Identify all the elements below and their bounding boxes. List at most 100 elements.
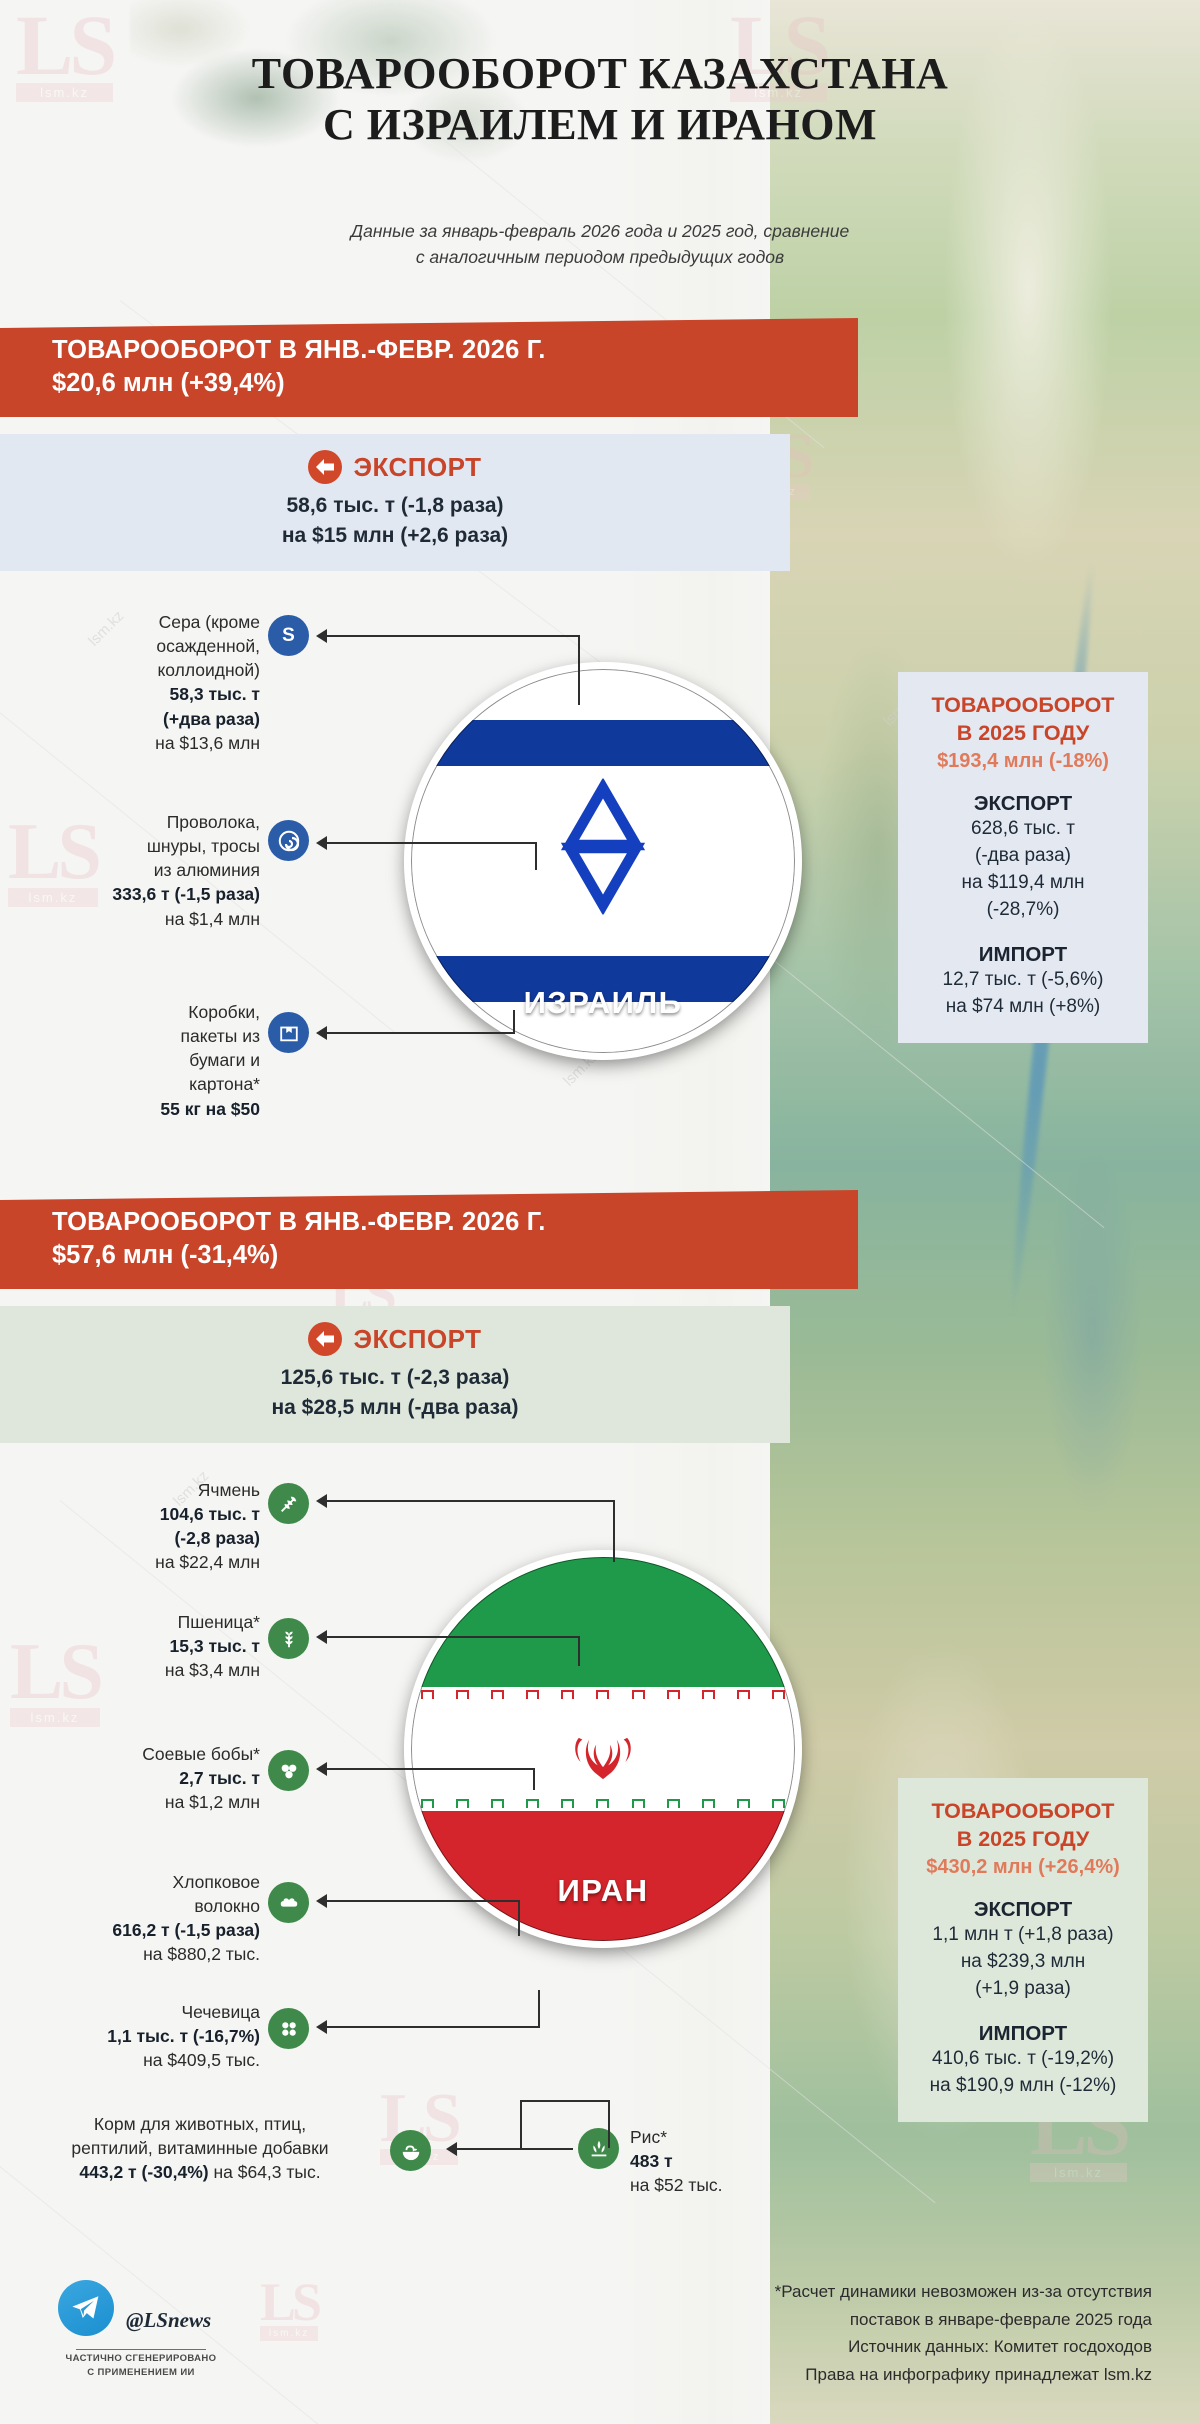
paper-box-icon xyxy=(268,1012,309,1053)
telegram-handle[interactable]: @LSnews xyxy=(126,2308,212,2332)
feed-values: 443,2 т (-30,4%) на $64,3 тыс. xyxy=(79,2162,321,2183)
panel-export-label: ЭКСПОРТ xyxy=(973,1897,1073,1921)
animal-feed-icon xyxy=(390,2130,431,2171)
iran-export-header: ЭКСПОРТ xyxy=(0,1322,790,1356)
panel-head-2: В 2025 ГОДУ xyxy=(956,720,1090,745)
connector-line xyxy=(325,1768,535,1770)
israel-2025-panel: ТОВАРООБОРОТ В 2025 ГОДУ $193,4 млн (-18… xyxy=(898,672,1148,1043)
iran-banner-line-2: $57,6 млн (-31,4%) xyxy=(52,1240,279,1269)
iran-item-lentils: Чечевица 1,1 тыс. т (-16,7%) на $409,5 т… xyxy=(107,2002,260,2071)
subtitle-line-2: с аналогичным периодом предыдущих годов xyxy=(415,247,785,268)
iran-item-rice: Рис* 483 т на $52 тыс. xyxy=(630,2127,723,2196)
lentil-icon xyxy=(268,2008,309,2049)
panel-head-1: ТОВАРООБОРОТ xyxy=(931,693,1115,717)
divider xyxy=(76,2349,206,2350)
israel-export-label: ЭКСПОРТ xyxy=(353,451,482,482)
connector-line xyxy=(325,1500,615,1502)
panel-import-label: ИМПОРТ xyxy=(978,2021,1068,2045)
iran-flag-ring xyxy=(404,1550,802,1948)
israel-export-line-2: на $15 млн (+2,6 раза) xyxy=(281,523,509,547)
connector-line xyxy=(578,1636,580,1666)
israel-export-header: ЭКСПОРТ xyxy=(0,450,790,484)
israel-flag-label: ИЗРАИЛЬ xyxy=(523,985,683,1020)
connector-line xyxy=(520,2100,610,2102)
telegram-icon[interactable] xyxy=(58,2280,114,2336)
soybean-icon xyxy=(268,1750,309,1791)
title-line-2: С ИЗРАИЛЕМ И ИРАНОМ xyxy=(322,100,878,150)
iran-export-block: ЭКСПОРТ 125,6 тыс. т (-2,3 раза) на $28,… xyxy=(0,1306,790,1443)
israel-turnover-banner: ТОВАРООБОРОТ В ЯНВ.-ФЕВР. 2026 Г. $20,6 … xyxy=(0,318,858,418)
iran-item-cotton: Хлопковое волокно 616,2 т (-1,5 раза) на… xyxy=(112,1872,260,1965)
connector-line xyxy=(513,1010,515,1034)
footnote-2: поставок в январе-феврале 2025 года xyxy=(849,2309,1152,2329)
connector-arrow xyxy=(316,1894,327,1908)
page-title: ТОВАРООБОРОТ КАЗАХСТАНА С ИЗРАИЛЕМ И ИРА… xyxy=(0,48,1200,151)
barley-icon xyxy=(268,1483,309,1524)
cotton-icon xyxy=(268,1882,309,1923)
wheat-icon xyxy=(268,1618,309,1659)
israel-item-sulfur: Сера (кроме осажденной, коллоидной) 58,3… xyxy=(155,612,260,753)
iran-export-line-2: на $28,5 млн (-два раза) xyxy=(271,1395,519,1419)
sulfur-icon: S xyxy=(268,615,309,656)
iran-2025-panel: ТОВАРООБОРОТ В 2025 ГОДУ $430,2 млн (+26… xyxy=(898,1778,1148,2122)
iran-export-label: ЭКСПОРТ xyxy=(353,1323,482,1354)
connector-arrow xyxy=(446,2142,457,2156)
connector-arrow xyxy=(316,1762,327,1776)
connector-arrow xyxy=(316,836,327,850)
connector-arrow xyxy=(316,1026,327,1040)
panel-head-value: $430,2 млн (+26,4%) xyxy=(926,1855,1120,1878)
connector-line xyxy=(535,842,537,870)
israel-banner-line-2: $20,6 млн (+39,4%) xyxy=(52,368,285,397)
connector-arrow xyxy=(316,1494,327,1508)
connector-line xyxy=(533,1768,535,1790)
footnote-3: Источник данных: Комитет госдоходов xyxy=(848,2337,1152,2357)
israel-export-line-1: 58,6 тыс. т (-1,8 раза) xyxy=(286,494,504,517)
panel-head-value: $193,4 млн (-18%) xyxy=(937,749,1109,772)
iran-banner-line-1: ТОВАРООБОРОТ В ЯНВ.-ФЕВР. 2026 Г. xyxy=(52,1208,546,1236)
title-line-1: ТОВАРООБОРОТ КАЗАХСТАНА xyxy=(251,49,949,98)
connector-line xyxy=(325,1900,520,1902)
connector-line xyxy=(520,2100,522,2148)
connector-line xyxy=(325,2026,540,2028)
israel-export-block: ЭКСПОРТ 58,6 тыс. т (-1,8 раза) на $15 м… xyxy=(0,434,790,571)
connector-arrow xyxy=(316,1630,327,1644)
footnote-1: *Расчет динамики невозможен из-за отсутс… xyxy=(774,2282,1152,2301)
iran-item-animal-feed: Корм для животных, птиц, рептилий, витам… xyxy=(20,2112,380,2184)
watermark-logo: LS lsm.kz xyxy=(260,2272,322,2342)
connector-line xyxy=(578,635,580,705)
iran-item-barley: Ячмень 104,6 тыс. т (-2,8 раза) на $22,4… xyxy=(155,1480,260,1573)
rice-icon xyxy=(578,2128,619,2169)
page-subtitle: Данные за январь-февраль 2026 года и 202… xyxy=(0,218,1200,271)
connector-arrow xyxy=(316,629,327,643)
connector-line xyxy=(455,2148,573,2150)
connector-line xyxy=(613,1500,615,1562)
iran-item-wheat: Пшеница* 15,3 тыс. т на $3,4 млн xyxy=(164,1612,260,1681)
connector-line xyxy=(608,2100,610,2148)
iran-flag-label: ИРАН xyxy=(557,1873,649,1908)
israel-item-paper-boxes: Коробки, пакеты из бумаги и картона* 55 … xyxy=(160,1002,260,1119)
connector-line xyxy=(325,842,537,844)
connector-line xyxy=(538,1990,540,2028)
israel-banner-line-1: ТОВАРООБОРОТ В ЯНВ.-ФЕВР. 2026 Г. xyxy=(52,336,546,364)
export-arrow-icon xyxy=(308,1322,343,1356)
footnote-4: Права на инфографику принадлежат lsm.kz xyxy=(805,2364,1152,2384)
iran-turnover-banner: ТОВАРООБОРОТ В ЯНВ.-ФЕВР. 2026 Г. $57,6 … xyxy=(0,1190,858,1290)
connector-arrow xyxy=(316,2020,327,2034)
connector-line xyxy=(325,1032,515,1034)
connector-line xyxy=(325,1636,580,1638)
export-arrow-icon xyxy=(308,450,343,484)
iran-export-line-1: 125,6 тыс. т (-2,3 раза) xyxy=(280,1366,510,1389)
panel-head-1: ТОВАРООБОРОТ xyxy=(931,1799,1115,1823)
wire-coil-icon xyxy=(268,820,309,861)
panel-import-label: ИМПОРТ xyxy=(978,942,1068,966)
israel-item-aluminium-wire: Проволока, шнуры, тросы из алюминия 333,… xyxy=(112,812,260,929)
connector-line xyxy=(518,1900,520,1936)
israel-flag-ring xyxy=(404,662,802,1060)
footnotes: *Расчет динамики невозможен из-за отсутс… xyxy=(775,2278,1152,2388)
panel-export-label: ЭКСПОРТ xyxy=(973,791,1073,815)
subtitle-line-1: Данные за январь-февраль 2026 года и 202… xyxy=(350,221,850,241)
iran-item-soybeans: Соевые бобы* 2,7 тыс. т на $1,2 млн xyxy=(142,1744,260,1813)
panel-head-2: В 2025 ГОДУ xyxy=(956,1826,1090,1851)
connector-line xyxy=(325,635,580,637)
